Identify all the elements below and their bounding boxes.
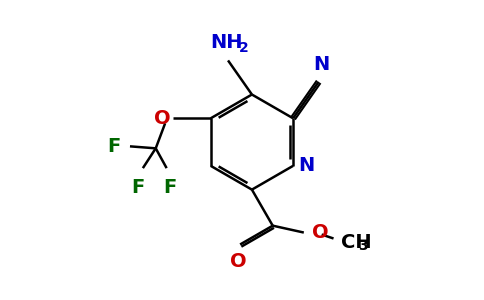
Text: O: O [312, 223, 328, 242]
Text: F: F [107, 137, 120, 156]
Text: CH: CH [342, 233, 372, 252]
Text: F: F [131, 178, 145, 197]
Text: 2: 2 [239, 41, 249, 56]
Text: O: O [154, 109, 171, 128]
Text: N: N [314, 55, 330, 74]
Text: F: F [163, 178, 176, 197]
Text: O: O [230, 252, 246, 272]
Text: 3: 3 [358, 239, 368, 254]
Text: N: N [298, 156, 314, 176]
Text: NH: NH [210, 32, 242, 52]
